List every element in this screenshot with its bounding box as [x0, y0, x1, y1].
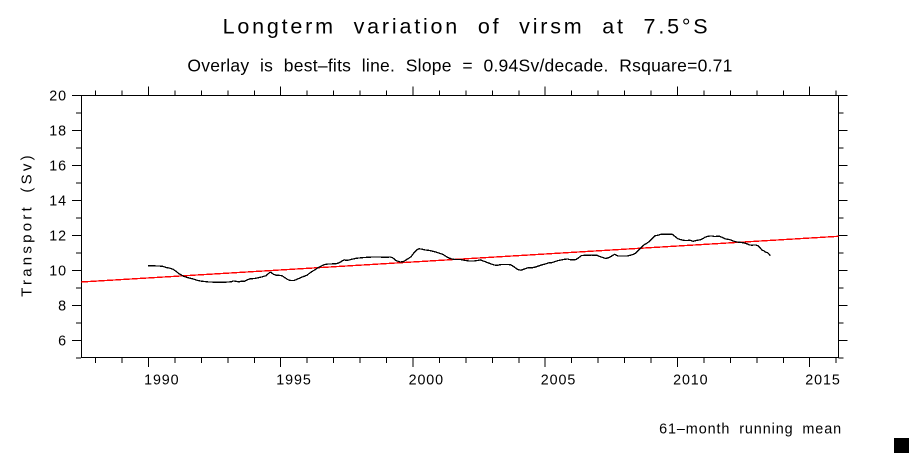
- svg-text:18: 18: [49, 123, 67, 139]
- svg-text:1990: 1990: [144, 373, 179, 389]
- svg-text:12: 12: [49, 228, 67, 244]
- svg-text:Longterm variation of virsm at: Longterm variation of virsm at 7.5°S: [223, 15, 711, 39]
- svg-text:61–month running mean: 61–month running mean: [659, 422, 842, 438]
- svg-text:Transport (Sv): Transport (Sv): [19, 152, 36, 297]
- svg-text:14: 14: [49, 193, 67, 209]
- svg-text:8: 8: [58, 298, 67, 314]
- svg-text:Overlay is best–fits line. Slo: Overlay is best–fits line. Slope = 0.94S…: [187, 56, 732, 76]
- svg-text:16: 16: [49, 158, 67, 174]
- svg-text:10: 10: [49, 263, 67, 279]
- svg-text:20: 20: [49, 88, 67, 104]
- svg-text:2005: 2005: [541, 373, 576, 389]
- svg-text:2010: 2010: [673, 373, 708, 389]
- svg-text:6: 6: [58, 333, 67, 349]
- svg-text:2000: 2000: [409, 373, 444, 389]
- svg-text:1995: 1995: [276, 373, 311, 389]
- svg-text:2015: 2015: [805, 373, 840, 389]
